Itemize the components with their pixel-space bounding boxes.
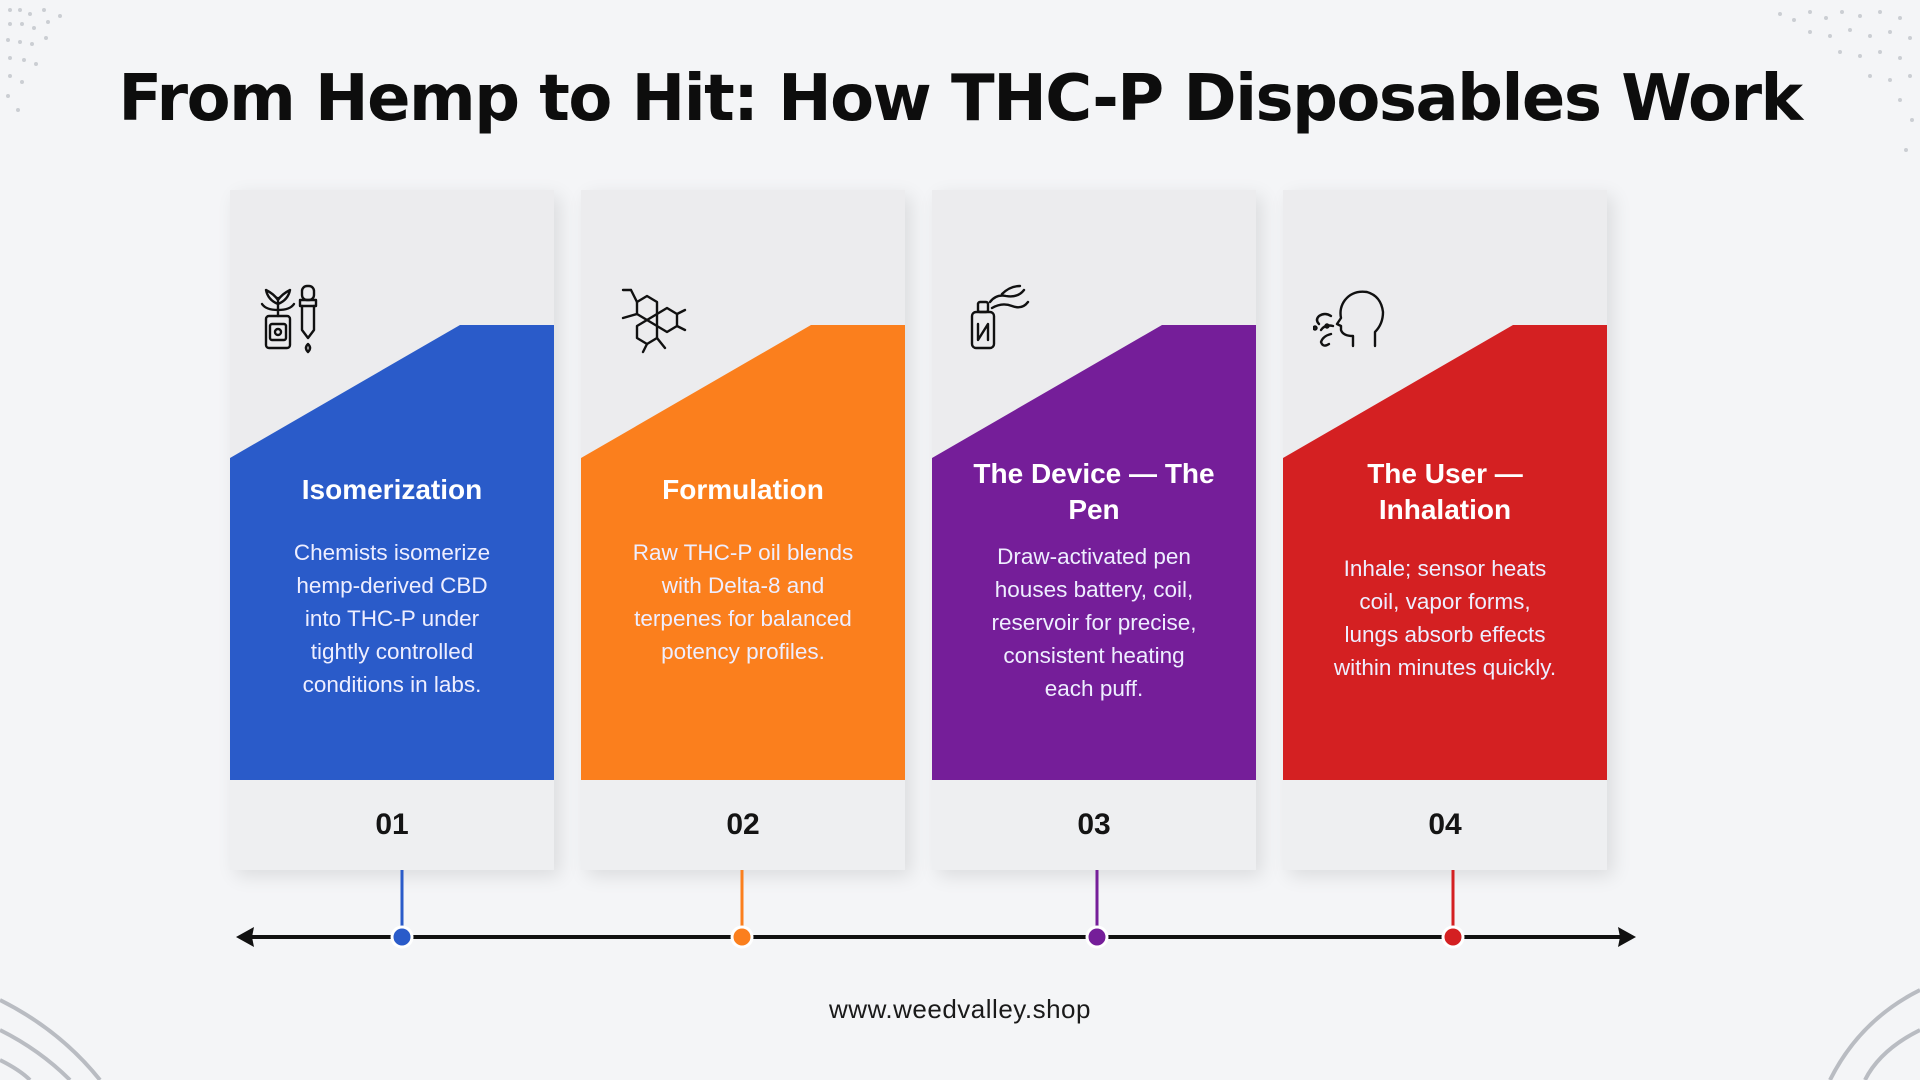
timeline-marker-02	[730, 870, 754, 949]
arrow-left-icon	[236, 927, 254, 947]
molecule-icon	[621, 288, 687, 354]
world-map-dots-decoration	[6, 8, 62, 112]
swoosh-decoration	[1828, 988, 1920, 1080]
step-number: 02	[581, 780, 905, 870]
timeline-marker-03	[1085, 870, 1109, 949]
card-shape	[230, 190, 554, 780]
step-card-device: The Device — The Pen Draw-activated pen …	[932, 190, 1256, 870]
step-description: Inhale; sensor heats coil, vapor forms, …	[1333, 556, 1557, 680]
card-shape	[1283, 190, 1607, 780]
card-shape	[581, 190, 905, 780]
footer-url[interactable]: www.weedvalley.shop	[829, 994, 1091, 1024]
step-heading: Isomerization	[301, 474, 483, 505]
world-map-dots-decoration	[1778, 10, 1914, 152]
step-card-isomerization: Isomerization Chemists isomerize hemp-de…	[230, 190, 554, 870]
swoosh-decoration	[0, 998, 102, 1080]
timeline	[236, 870, 1636, 949]
timeline-marker-04	[1441, 870, 1465, 949]
step-description: Chemists isomerize hemp-derived CBD into…	[293, 540, 491, 697]
step-card-formulation: Formulation Raw THC-P oil blends with De…	[581, 190, 905, 870]
arrow-right-icon	[1618, 927, 1636, 947]
card-shape	[932, 190, 1256, 780]
step-heading: Formulation	[662, 474, 824, 505]
step-heading: The User — Inhalation	[1367, 458, 1523, 525]
step-number: 04	[1283, 780, 1607, 870]
step-card-inhalation: The User — Inhalation Inhale; sensor hea…	[1283, 190, 1607, 870]
page-title: From Hemp to Hit: How THC-P Disposables …	[118, 62, 1803, 136]
step-number: 01	[230, 780, 554, 870]
hemp-extract-icon	[260, 284, 318, 354]
timeline-marker-01	[390, 870, 414, 949]
step-number: 03	[932, 780, 1256, 870]
step-description: Raw THC-P oil blends with Delta-8 and te…	[632, 540, 854, 664]
inhale-head-icon	[1313, 290, 1385, 348]
vape-pen-icon	[970, 284, 1030, 350]
step-description: Draw-activated pen houses battery, coil,…	[991, 544, 1197, 701]
step-heading: The Device — The Pen	[973, 458, 1215, 525]
